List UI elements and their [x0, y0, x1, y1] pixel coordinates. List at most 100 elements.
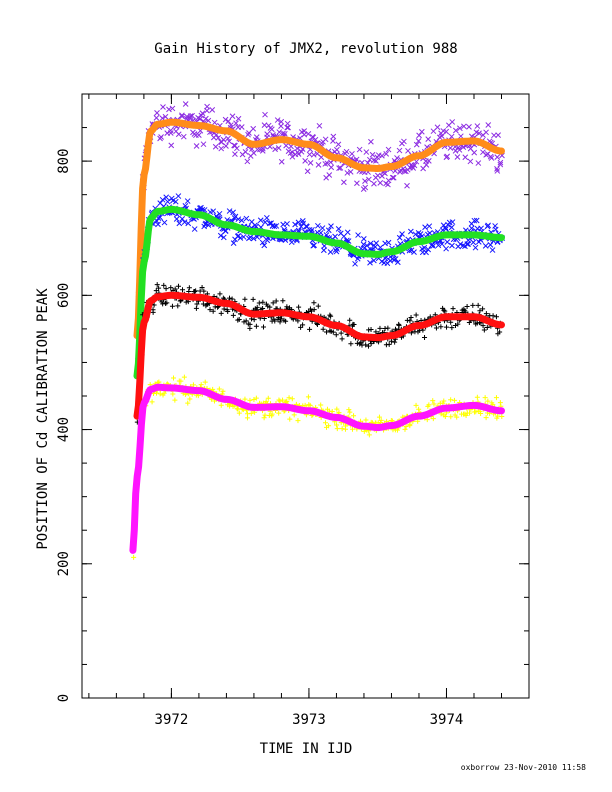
data-point — [448, 414, 454, 420]
data-point — [401, 138, 407, 145]
data-point — [373, 240, 380, 246]
data-point — [229, 296, 235, 302]
data-point — [291, 412, 297, 418]
data-point — [481, 327, 487, 333]
data-point — [442, 413, 448, 419]
data-point — [307, 402, 313, 408]
data-point — [328, 313, 334, 319]
data-point — [272, 318, 278, 324]
data-point — [328, 223, 334, 229]
data-point — [204, 302, 210, 308]
data-point — [248, 410, 254, 416]
data-point — [182, 101, 189, 107]
data-point — [212, 143, 219, 150]
y-tick-label: 800 — [56, 148, 72, 173]
data-point — [274, 117, 281, 123]
data-point — [192, 289, 198, 295]
data-point — [451, 397, 457, 403]
data-point — [273, 223, 280, 229]
data-point — [448, 397, 454, 403]
data-point — [247, 397, 253, 403]
data-point — [482, 395, 488, 401]
data-point — [175, 303, 181, 309]
data-point — [426, 402, 432, 408]
data-point — [272, 146, 278, 153]
data-point — [253, 395, 259, 401]
data-point — [318, 402, 324, 408]
data-point — [466, 123, 472, 130]
data-point — [311, 242, 317, 249]
data-point — [341, 179, 347, 186]
data-point — [244, 158, 251, 165]
data-point — [444, 153, 451, 160]
data-point — [336, 165, 342, 172]
data-point — [366, 432, 372, 438]
data-point — [289, 396, 295, 402]
data-point — [355, 232, 361, 238]
data-point — [211, 119, 218, 126]
data-point — [234, 406, 240, 412]
data-point — [334, 406, 340, 412]
data-point — [238, 217, 245, 224]
data-point — [232, 151, 238, 157]
data-point — [305, 394, 311, 400]
data-point — [254, 304, 260, 310]
data-point — [181, 219, 188, 226]
data-point — [284, 398, 290, 404]
data-point — [373, 329, 379, 335]
data-point — [209, 107, 216, 113]
data-point — [485, 122, 492, 128]
data-point — [295, 418, 301, 424]
data-point — [489, 247, 496, 253]
data-point — [484, 325, 490, 331]
data-point — [399, 231, 405, 237]
y-axis-label: POSITION OF Cd CALIBRATION PEAK — [35, 288, 51, 550]
data-point — [247, 325, 253, 331]
data-point — [333, 332, 339, 338]
data-point — [168, 142, 175, 149]
data-point — [418, 128, 425, 135]
data-point — [368, 341, 374, 347]
data-point — [474, 123, 481, 129]
data-point — [238, 124, 245, 130]
data-point — [204, 107, 210, 114]
data-point — [194, 301, 200, 307]
data-point — [256, 300, 262, 306]
data-point — [242, 149, 249, 155]
data-point — [325, 227, 332, 234]
data-point — [434, 124, 441, 131]
data-point — [383, 151, 390, 157]
data-point — [309, 226, 315, 233]
data-point — [360, 236, 367, 242]
chart-title: Gain History of JMX2, revolution 988 — [154, 41, 457, 57]
y-tick-label: 200 — [56, 551, 72, 576]
data-point — [444, 324, 450, 330]
data-point — [377, 180, 384, 186]
credit-line: oxborrow 23-Nov-2010 11:58 — [461, 763, 586, 772]
data-point — [396, 234, 403, 241]
data-point — [422, 224, 428, 231]
data-point — [335, 141, 342, 148]
data-point — [210, 386, 216, 392]
data-point — [413, 402, 419, 408]
data-point — [495, 132, 501, 138]
data-point — [155, 221, 161, 228]
data-point — [327, 312, 333, 318]
data-point — [422, 335, 428, 341]
data-point — [193, 143, 200, 149]
data-point — [180, 133, 187, 140]
data-point — [226, 138, 233, 145]
data-point — [207, 307, 213, 313]
data-point — [442, 308, 448, 314]
fit-curve — [129, 383, 505, 554]
data-point — [295, 318, 301, 324]
data-point — [449, 242, 455, 249]
fit-curve — [133, 291, 505, 420]
data-point — [268, 126, 275, 133]
data-point — [167, 127, 174, 134]
data-point — [245, 131, 251, 138]
data-point — [301, 128, 308, 134]
data-point — [330, 329, 336, 335]
data-point — [364, 242, 370, 249]
data-point — [223, 143, 229, 149]
